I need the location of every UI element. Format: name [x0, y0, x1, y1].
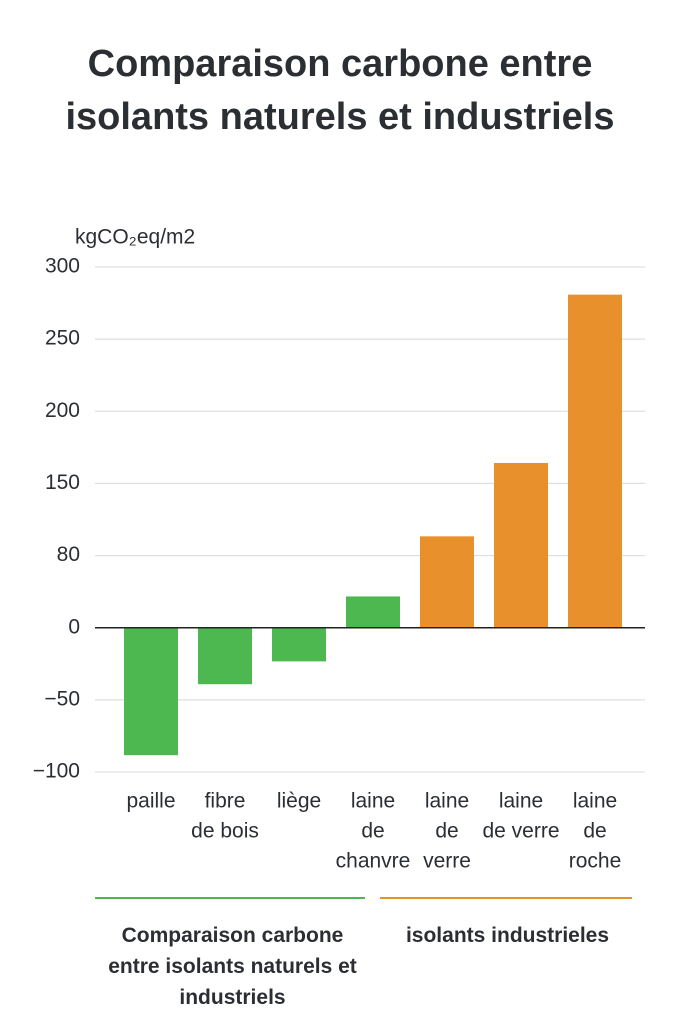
x-tick-label: roche — [569, 850, 622, 873]
bar — [568, 294, 622, 628]
x-tick-label: de — [435, 820, 458, 843]
x-tick-label: liège — [277, 790, 321, 813]
y-tick-label: 200 — [45, 399, 80, 422]
bar — [494, 462, 548, 628]
x-tick-label: laine — [351, 790, 395, 813]
legend-label: Comparaison carbone entre isolants natur… — [108, 924, 357, 1009]
x-tick-label: de — [583, 820, 606, 843]
x-tick-label: chanvre — [336, 850, 411, 873]
bar — [198, 627, 252, 685]
y-tick-label: 0 — [68, 615, 80, 638]
bar — [124, 627, 178, 756]
legend-label: isolants industrieles — [405, 924, 610, 947]
x-tick-label: de verre — [482, 820, 559, 843]
y-tick-label: −100 — [33, 760, 80, 783]
x-tick-label: laine — [573, 790, 617, 813]
x-tick-label: fibre — [205, 790, 246, 813]
x-tick-label: de bois — [191, 820, 259, 843]
y-tick-label: 80 — [57, 543, 80, 566]
bar — [272, 627, 326, 662]
bar — [420, 536, 474, 628]
bar — [346, 596, 400, 628]
x-tick-label: verre — [423, 850, 471, 873]
x-tick-label: laine — [499, 790, 543, 813]
y-tick-label: 250 — [45, 327, 80, 350]
y-tick-label: 300 — [45, 255, 80, 278]
chart-title: Comparaison carbone entre isolants natur… — [65, 43, 615, 138]
x-tick-label: laine — [425, 790, 469, 813]
y-axis-label: kgCO₂eq/m2 — [75, 226, 195, 249]
x-tick-label: de — [361, 820, 384, 843]
x-tick-label: paille — [126, 790, 175, 813]
y-tick-label: −50 — [44, 687, 80, 710]
y-tick-label: 150 — [45, 471, 80, 494]
